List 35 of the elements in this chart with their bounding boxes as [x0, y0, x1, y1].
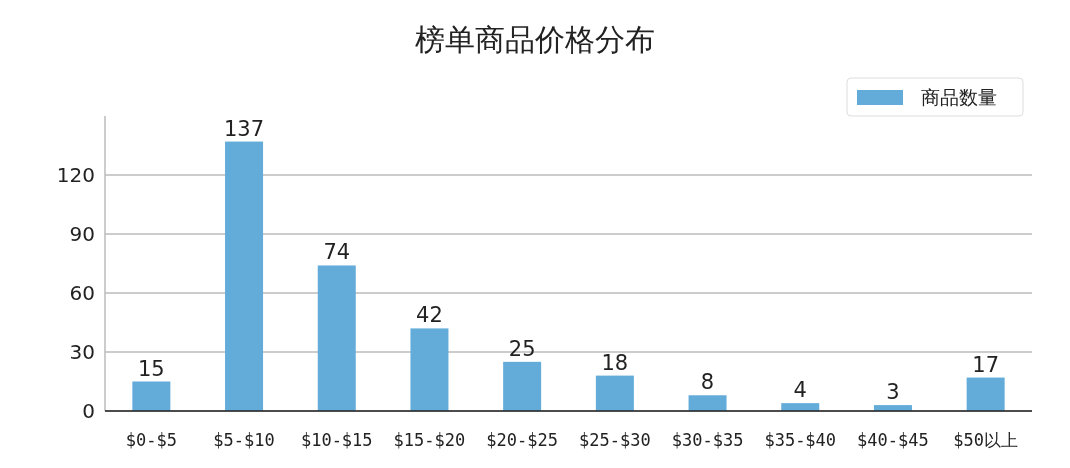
bar: [317, 265, 356, 411]
data-label: 4: [793, 378, 807, 403]
data-label: 137: [224, 116, 265, 141]
data-label: 17: [972, 352, 1000, 377]
y-tick-label: 30: [69, 340, 95, 364]
x-tick-label: $40-$45: [857, 430, 929, 450]
bar: [595, 375, 634, 411]
chart-title: 榜单商品价格分布: [415, 22, 655, 57]
data-label: 74: [323, 240, 351, 265]
y-tick-label: 0: [82, 399, 95, 423]
data-label: 42: [416, 303, 443, 328]
x-tick-label: $0-$5: [125, 430, 177, 450]
bar: [966, 377, 1005, 411]
x-tick-label: $30-$35: [671, 430, 744, 450]
legend-label: 商品数量: [921, 86, 997, 108]
y-tick-label: 90: [69, 222, 95, 246]
bar: [410, 328, 449, 411]
x-tick-label: $5-$10: [213, 430, 275, 450]
x-tick-label: $10-$15: [300, 430, 373, 450]
bar: [225, 141, 264, 411]
bar: [132, 381, 171, 411]
x-tick-label: $35-$40: [764, 430, 837, 450]
bar: [688, 395, 727, 411]
data-label: 3: [886, 380, 900, 405]
data-label: 18: [601, 350, 629, 375]
x-tick-label: $50以上: [953, 430, 1019, 450]
x-tick-label: $15-$20: [393, 430, 466, 450]
x-tick-label: $20-$25: [486, 430, 558, 450]
x-tick-label: $25-$30: [579, 430, 651, 450]
y-tick-label: 120: [56, 163, 95, 187]
data-label: 15: [137, 356, 165, 381]
y-tick-label: 60: [69, 281, 95, 305]
data-label: 8: [700, 370, 715, 395]
bar: [503, 361, 542, 411]
data-label: 25: [508, 336, 536, 361]
